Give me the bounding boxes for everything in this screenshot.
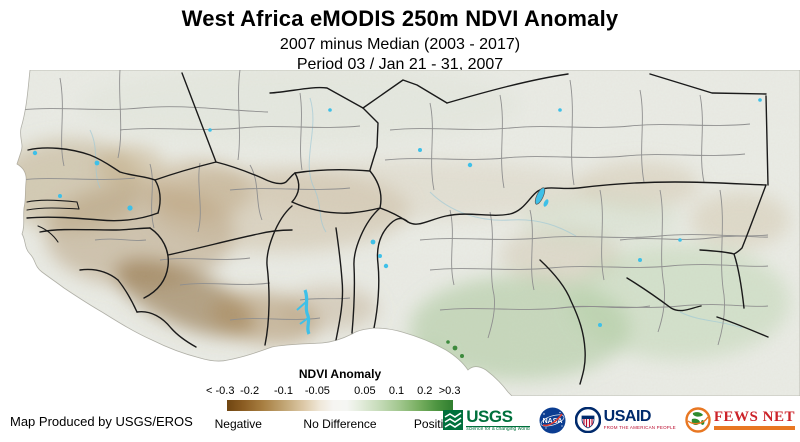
- svg-text:NASA: NASA: [542, 418, 562, 425]
- legend-tick: < -0.3: [206, 385, 235, 397]
- country-boundaries: [26, 72, 769, 385]
- usaid-emblem: [574, 407, 601, 433]
- legend-title: NDVI Anomaly: [298, 367, 382, 381]
- legend-tick: >0.3: [438, 385, 461, 397]
- usaid-name: USAID: [603, 408, 652, 426]
- usgs-name: USGS: [466, 407, 513, 426]
- fewsnet-banner: [713, 426, 795, 430]
- legend-categories: Negative No Difference Positive: [215, 417, 456, 431]
- legend-tick: 0.2: [417, 385, 433, 397]
- legend-tick: -0.1: [274, 385, 293, 397]
- water-bodies: [32, 98, 762, 335]
- map-credit: Map Produced by USGS/EROS: [10, 414, 193, 429]
- admin-boundaries: [19, 70, 769, 346]
- agency-logos: USGS science for a changing world NASA U…: [443, 403, 795, 437]
- fewsnet-globe-icon: [685, 407, 711, 433]
- fewsnet-logo: FEWS NET: [685, 407, 795, 433]
- legend-category-label: No Difference: [303, 417, 377, 431]
- usaid-tagline: FROM THE AMERICAN PEOPLE: [603, 425, 676, 431]
- legend-tick: -0.05: [304, 385, 330, 397]
- legend-tick: 0.05: [354, 385, 376, 397]
- subtitle-comparison: 2007 minus Median (2003 - 2017): [279, 36, 521, 53]
- usgs-tagline: science for a changing world: [466, 426, 530, 432]
- usgs-logo: USGS science for a changing world: [443, 407, 530, 432]
- legend-tick: -0.2: [240, 385, 260, 397]
- legend-colorbar: [227, 400, 453, 411]
- ndvi-anomaly-map: [0, 70, 800, 396]
- usaid-logo: USAID FROM THE AMERICAN PEOPLE: [574, 407, 676, 433]
- legend-tick: 0.1: [388, 385, 405, 397]
- nasa-logo: NASA: [539, 407, 566, 433]
- fewsnet-name: FEWS NET: [713, 409, 795, 425]
- rivers: [89, 97, 743, 329]
- legend-ticks: < -0.3 -0.2 -0.1 -0.05 0.05 0.1 0.2 >0.3: [206, 385, 460, 397]
- subtitle-period: Period 03 / Jan 21 - 31, 2007: [296, 56, 504, 73]
- usgs-icon: [443, 410, 464, 430]
- legend-category-label: Negative: [214, 417, 262, 431]
- page-title: West Africa eMODIS 250m NDVI Anomaly: [181, 6, 619, 31]
- dense-vegetation-spots: [446, 340, 464, 358]
